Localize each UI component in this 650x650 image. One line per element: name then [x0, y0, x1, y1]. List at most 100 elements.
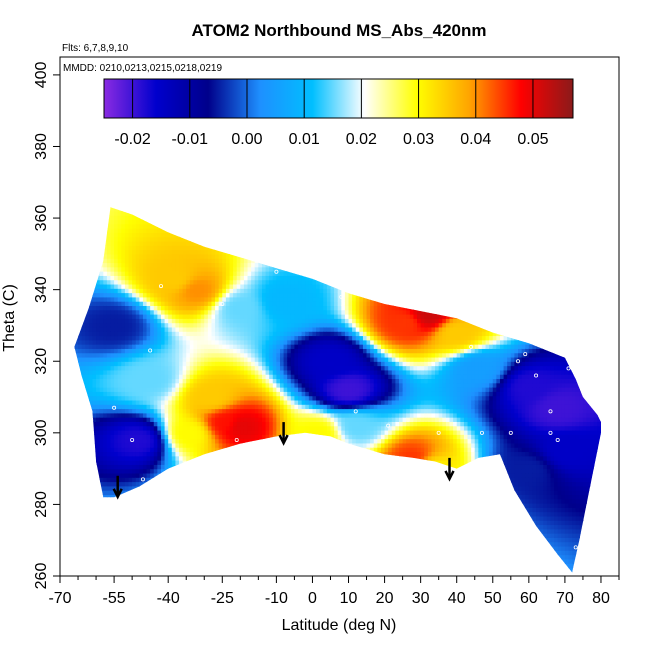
heatmap-cell — [74, 408, 79, 414]
heatmap-cell — [132, 438, 137, 444]
heatmap-cell — [200, 464, 205, 470]
heatmap-cell — [175, 490, 180, 495]
heatmap-cell — [110, 253, 115, 259]
heatmap-cell — [179, 155, 183, 160]
heatmap-cell — [150, 472, 155, 478]
heatmap-cell — [193, 210, 198, 216]
heatmap-cell — [106, 464, 112, 470]
heatmap-cell — [200, 417, 205, 422]
heatmap-cell — [168, 283, 173, 289]
heatmap-cell — [193, 417, 198, 422]
heatmap-cell — [160, 545, 166, 551]
heatmap-cell — [96, 121, 100, 126]
heatmap-cell — [136, 189, 140, 194]
heatmap-cell — [193, 515, 198, 521]
heatmap-cell — [143, 164, 147, 169]
heatmap-cell — [124, 447, 130, 453]
heatmap-cell — [78, 271, 83, 276]
heatmap-cell — [85, 563, 90, 569]
heatmap-cell — [179, 210, 184, 216]
heatmap-cell — [200, 258, 205, 264]
heatmap-cell — [92, 447, 97, 453]
heatmap-cell — [106, 215, 112, 221]
heatmap-cell — [78, 249, 83, 255]
heatmap-cell — [96, 240, 101, 246]
heatmap-cell — [179, 378, 184, 384]
heatmap-cell — [193, 567, 198, 573]
heatmap-cell — [78, 99, 82, 104]
heatmap-cell — [135, 494, 140, 500]
heatmap-cell — [150, 442, 155, 448]
heatmap-cell — [67, 550, 71, 555]
heatmap-cell — [78, 215, 83, 221]
heatmap-cell — [142, 554, 148, 560]
heatmap-cell — [135, 326, 140, 332]
heatmap-cell — [179, 528, 184, 534]
heatmap-cell — [197, 318, 202, 324]
heatmap-cell — [168, 498, 173, 504]
heatmap-cell — [182, 313, 187, 319]
heatmap-cell — [172, 172, 176, 177]
heatmap-cell — [124, 404, 130, 410]
heatmap-cell — [114, 399, 119, 405]
heatmap-cell — [146, 520, 151, 526]
heatmap-cell — [124, 537, 130, 543]
heatmap-cell — [186, 412, 191, 418]
heatmap-cell — [128, 292, 133, 298]
heatmap-cell — [103, 404, 108, 410]
heatmap-cell — [135, 507, 140, 513]
heatmap-cell — [142, 207, 148, 212]
heatmap-cell — [146, 558, 151, 564]
heatmap-cell — [110, 554, 115, 560]
heatmap-cell — [175, 189, 179, 194]
heatmap-cell — [193, 318, 198, 324]
heatmap-cell — [186, 421, 191, 427]
heatmap-cell — [60, 177, 64, 182]
heatmap-cell — [179, 442, 184, 448]
heatmap-cell — [99, 550, 104, 556]
heatmap-cell — [150, 305, 155, 311]
heatmap-cell — [60, 456, 64, 461]
heatmap-cell — [121, 567, 126, 573]
heatmap-cell — [121, 468, 126, 474]
heatmap-cell — [74, 189, 78, 194]
heatmap-cell — [143, 202, 147, 207]
heatmap-cell — [92, 502, 97, 508]
heatmap-cell — [197, 395, 202, 401]
heatmap-cell — [160, 468, 166, 474]
heatmap-cell — [106, 305, 112, 311]
heatmap-cell — [125, 155, 129, 160]
heatmap-cell — [182, 369, 187, 375]
heatmap-cell — [150, 528, 155, 534]
heatmap-cell — [124, 468, 130, 474]
heatmap-cell — [179, 228, 184, 233]
heatmap-cell — [92, 245, 97, 251]
heatmap-cell — [135, 404, 140, 410]
heatmap-cell — [117, 335, 122, 341]
heatmap-cell — [64, 215, 68, 220]
heatmap-cell — [82, 177, 86, 182]
heatmap-cell — [142, 378, 148, 384]
heatmap-cell — [157, 460, 162, 465]
heatmap-cell — [197, 155, 201, 160]
heatmap-cell — [164, 326, 169, 332]
heatmap-cell — [114, 151, 118, 156]
heatmap-cell — [128, 305, 133, 311]
heatmap-cell — [142, 399, 148, 405]
heatmap-cell — [186, 215, 191, 221]
heatmap-cell — [103, 129, 107, 134]
heatmap-cell — [85, 455, 90, 461]
heatmap-cell — [135, 451, 140, 457]
heatmap-cell — [150, 537, 155, 543]
heatmap-cell — [197, 344, 202, 349]
heatmap-cell — [103, 275, 108, 281]
heatmap-cell — [186, 520, 191, 526]
heatmap-cell — [186, 262, 191, 268]
heatmap-cell — [160, 249, 166, 255]
heatmap-cell — [139, 185, 143, 190]
heatmap-cell — [171, 245, 177, 251]
heatmap-cell — [99, 322, 104, 328]
heatmap-cell — [103, 434, 108, 440]
heatmap-cell — [186, 374, 191, 380]
heatmap-cell — [164, 378, 169, 384]
